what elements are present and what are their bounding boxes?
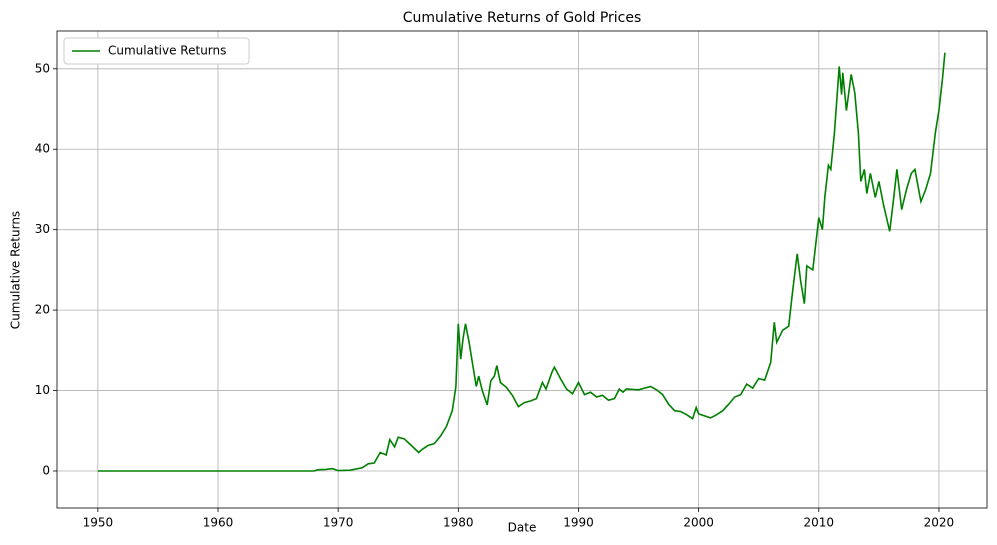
y-tick-label: 20	[35, 303, 50, 317]
x-axis-label: Date	[508, 521, 537, 535]
x-tick-label: 2010	[804, 516, 835, 530]
y-tick-label: 10	[35, 383, 50, 397]
y-tick-label: 40	[35, 142, 50, 156]
x-tick-label: 2020	[924, 516, 955, 530]
y-axis-label: Cumulative Returns	[9, 211, 23, 329]
legend-box	[63, 37, 250, 65]
x-tick-label: 1970	[323, 516, 354, 530]
y-tick-label: 50	[35, 61, 50, 75]
x-tick-label: 1960	[203, 516, 234, 530]
x-tick-label: 1980	[443, 516, 474, 530]
chart-title: Cumulative Returns of Gold Prices	[403, 10, 642, 26]
y-tick-label: 30	[35, 222, 50, 236]
legend-label: Cumulative Returns	[108, 44, 226, 58]
data-line	[97, 52, 946, 472]
x-tick-label: 1950	[83, 516, 114, 530]
plot-frame	[56, 30, 988, 509]
x-tick-label: 2000	[683, 516, 714, 530]
y-tick-label: 0	[42, 463, 50, 477]
x-tick-label: 1990	[563, 516, 594, 530]
